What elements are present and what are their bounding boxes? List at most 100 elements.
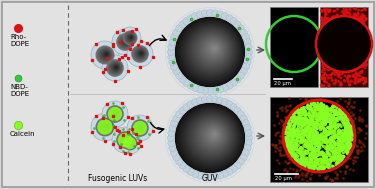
Point xyxy=(318,109,324,112)
Point xyxy=(355,19,361,22)
Point xyxy=(307,105,313,108)
Point xyxy=(298,117,304,120)
Point xyxy=(332,150,338,153)
Point xyxy=(295,160,301,163)
Point xyxy=(310,156,316,159)
Point xyxy=(300,163,306,166)
Point xyxy=(328,138,334,141)
Point xyxy=(326,166,332,169)
Point xyxy=(331,110,337,113)
Point xyxy=(335,133,341,136)
Point xyxy=(308,128,314,131)
Point xyxy=(326,159,332,162)
Point xyxy=(350,74,356,77)
Point xyxy=(339,134,345,137)
Point xyxy=(324,8,330,11)
Point xyxy=(337,117,343,120)
Point xyxy=(318,103,324,106)
Point xyxy=(292,153,298,156)
Point xyxy=(317,138,323,141)
Point xyxy=(296,112,302,115)
Point xyxy=(335,136,341,139)
Point xyxy=(347,146,353,149)
Point xyxy=(340,119,346,122)
Point xyxy=(331,16,337,19)
Point xyxy=(289,141,295,144)
Point xyxy=(300,120,306,123)
Point xyxy=(274,146,280,149)
Point xyxy=(350,133,356,136)
Point xyxy=(314,127,320,130)
Point xyxy=(344,76,350,79)
Point xyxy=(300,111,306,114)
Point xyxy=(299,147,305,150)
Point xyxy=(340,137,346,140)
Point xyxy=(362,27,368,30)
Point xyxy=(338,115,344,118)
Point xyxy=(343,51,349,54)
Point xyxy=(296,111,302,114)
Circle shape xyxy=(116,131,134,149)
Point xyxy=(310,165,316,168)
Point xyxy=(288,141,294,144)
Point xyxy=(355,21,361,24)
Point xyxy=(341,69,347,72)
Point xyxy=(269,142,275,145)
Point xyxy=(283,153,289,156)
Point xyxy=(348,63,354,66)
Point xyxy=(329,131,335,134)
Point xyxy=(300,112,306,115)
Point xyxy=(341,13,347,16)
Point xyxy=(307,133,313,136)
Point xyxy=(343,151,349,154)
Point xyxy=(299,154,305,157)
Point xyxy=(317,123,323,126)
Point xyxy=(302,159,308,162)
Point xyxy=(277,139,283,142)
Point xyxy=(339,15,345,18)
Point xyxy=(350,66,356,69)
Point xyxy=(298,147,304,150)
Point xyxy=(309,160,315,163)
Point xyxy=(298,151,304,154)
Point xyxy=(312,102,318,105)
Point xyxy=(294,146,300,149)
Point xyxy=(343,165,349,168)
Circle shape xyxy=(167,135,174,142)
Point xyxy=(300,124,306,127)
Point xyxy=(333,126,339,129)
Point xyxy=(338,149,344,152)
Point xyxy=(350,16,356,19)
Point xyxy=(353,17,359,20)
Point xyxy=(322,128,328,131)
Point xyxy=(360,142,366,145)
Point xyxy=(323,105,329,108)
Point xyxy=(334,114,340,117)
Point xyxy=(303,114,309,117)
Point xyxy=(350,35,356,38)
Point xyxy=(320,107,326,110)
Point xyxy=(321,113,327,116)
Circle shape xyxy=(109,61,122,74)
Point xyxy=(352,81,358,84)
Point xyxy=(302,129,308,132)
Point xyxy=(355,149,361,152)
Point xyxy=(322,53,328,56)
Point xyxy=(301,144,307,147)
Point xyxy=(353,152,359,155)
Point xyxy=(292,122,298,125)
Point xyxy=(311,160,317,163)
Point xyxy=(338,36,344,40)
Point xyxy=(321,132,327,135)
Point xyxy=(322,177,328,180)
Point xyxy=(341,155,347,158)
Point xyxy=(327,141,334,144)
Point xyxy=(349,38,355,41)
Circle shape xyxy=(168,54,175,61)
Circle shape xyxy=(234,76,241,83)
Point xyxy=(336,80,342,83)
Circle shape xyxy=(194,31,231,69)
Point xyxy=(332,151,338,154)
Point xyxy=(341,12,347,15)
Point xyxy=(361,55,367,58)
